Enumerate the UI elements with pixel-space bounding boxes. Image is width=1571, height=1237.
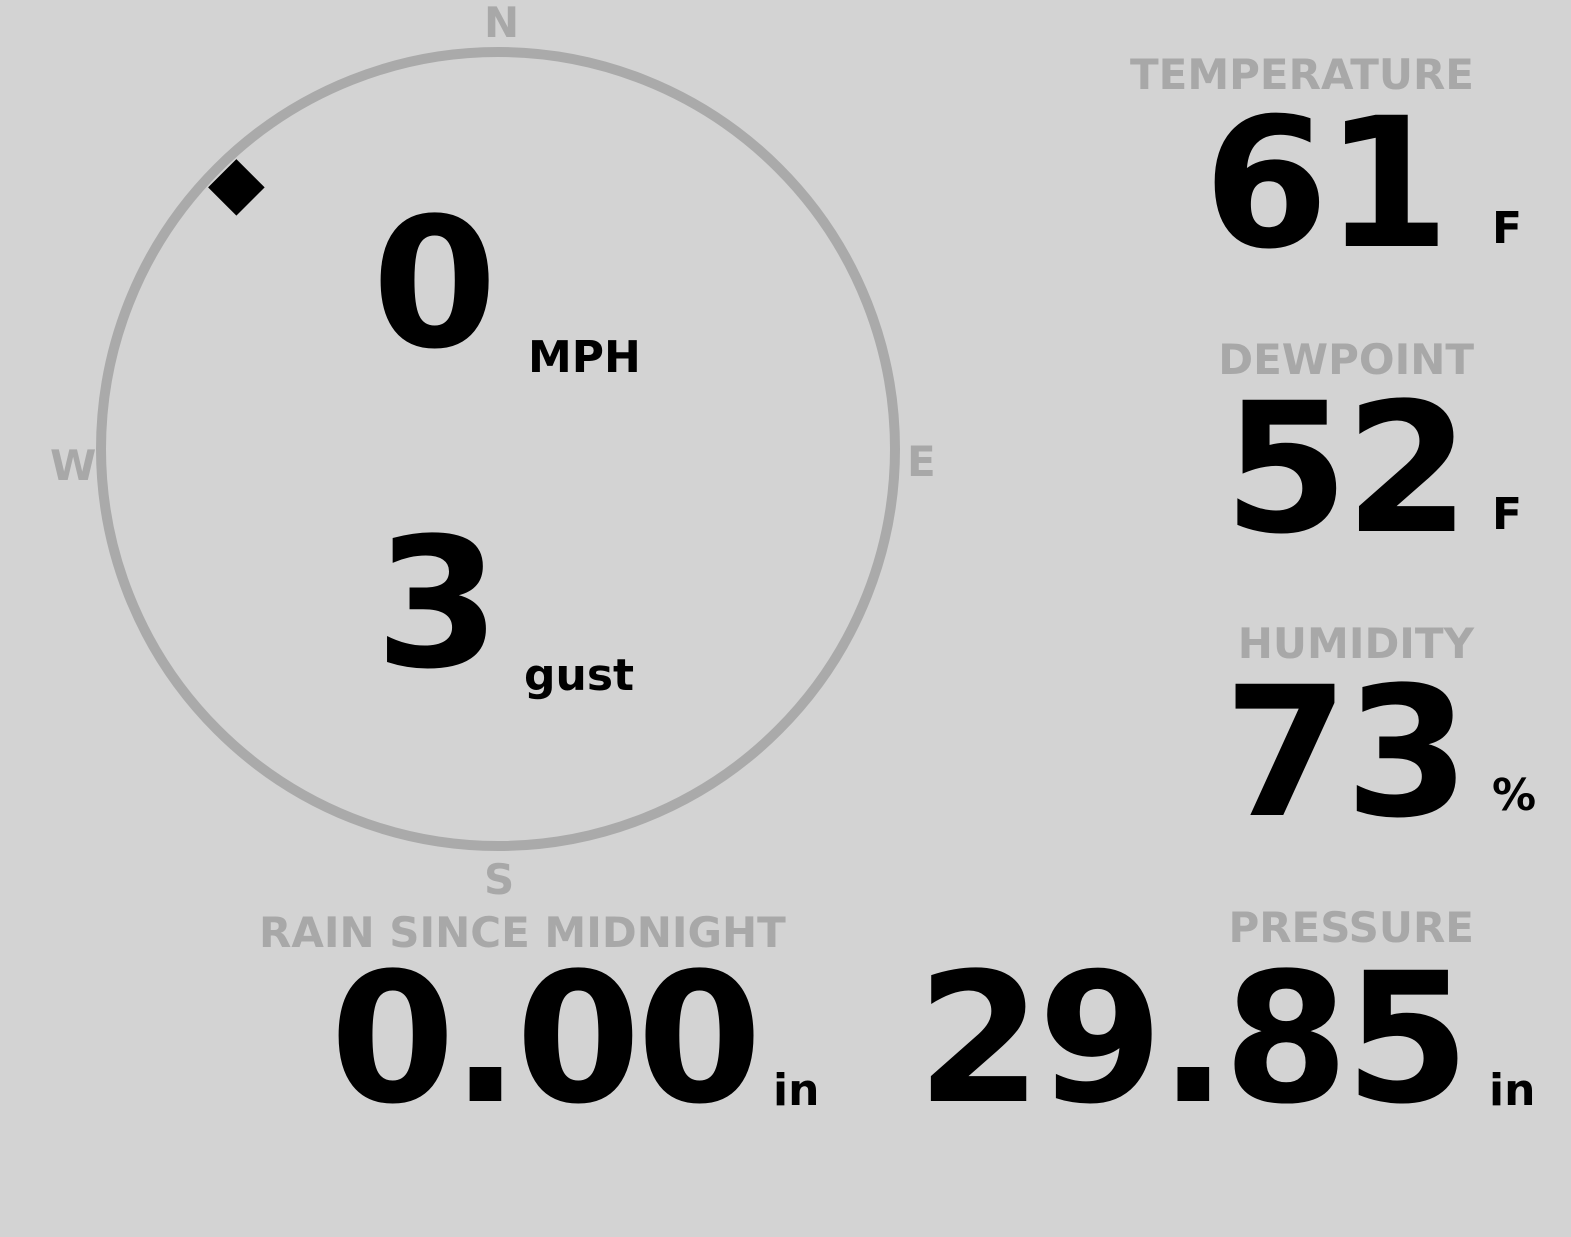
pressure-value: 29.85 [916,935,1470,1144]
compass-east: E [907,437,936,486]
wind-speed-value: 0 [372,180,497,389]
rain-unit: in [773,1065,820,1116]
wind-speed-unit: MPH [528,332,641,383]
dewpoint-label: DEWPOINT [1218,335,1474,384]
wind-gust-value: 3 [375,500,500,709]
temperature-value: 61 [1203,80,1450,289]
humidity-label: HUMIDITY [1237,619,1474,668]
compass-ring [96,47,900,851]
compass-west: W [50,441,97,490]
pressure-unit: in [1489,1065,1536,1116]
temperature-label: TEMPERATURE [1130,50,1474,99]
temperature-unit: F [1492,203,1523,254]
pressure-label: PRESSURE [1228,903,1474,952]
humidity-unit: % [1492,770,1537,821]
compass-north: N [484,0,520,47]
wind-gust-unit: gust [524,650,635,701]
rain-value: 0.00 [330,935,762,1144]
humidity-value: 73 [1223,649,1470,858]
dewpoint-unit: F [1492,489,1523,540]
wind-direction-marker [208,159,265,216]
compass-south: S [484,855,515,904]
dewpoint-value: 52 [1223,365,1470,574]
rain-label: RAIN SINCE MIDNIGHT [259,908,786,957]
